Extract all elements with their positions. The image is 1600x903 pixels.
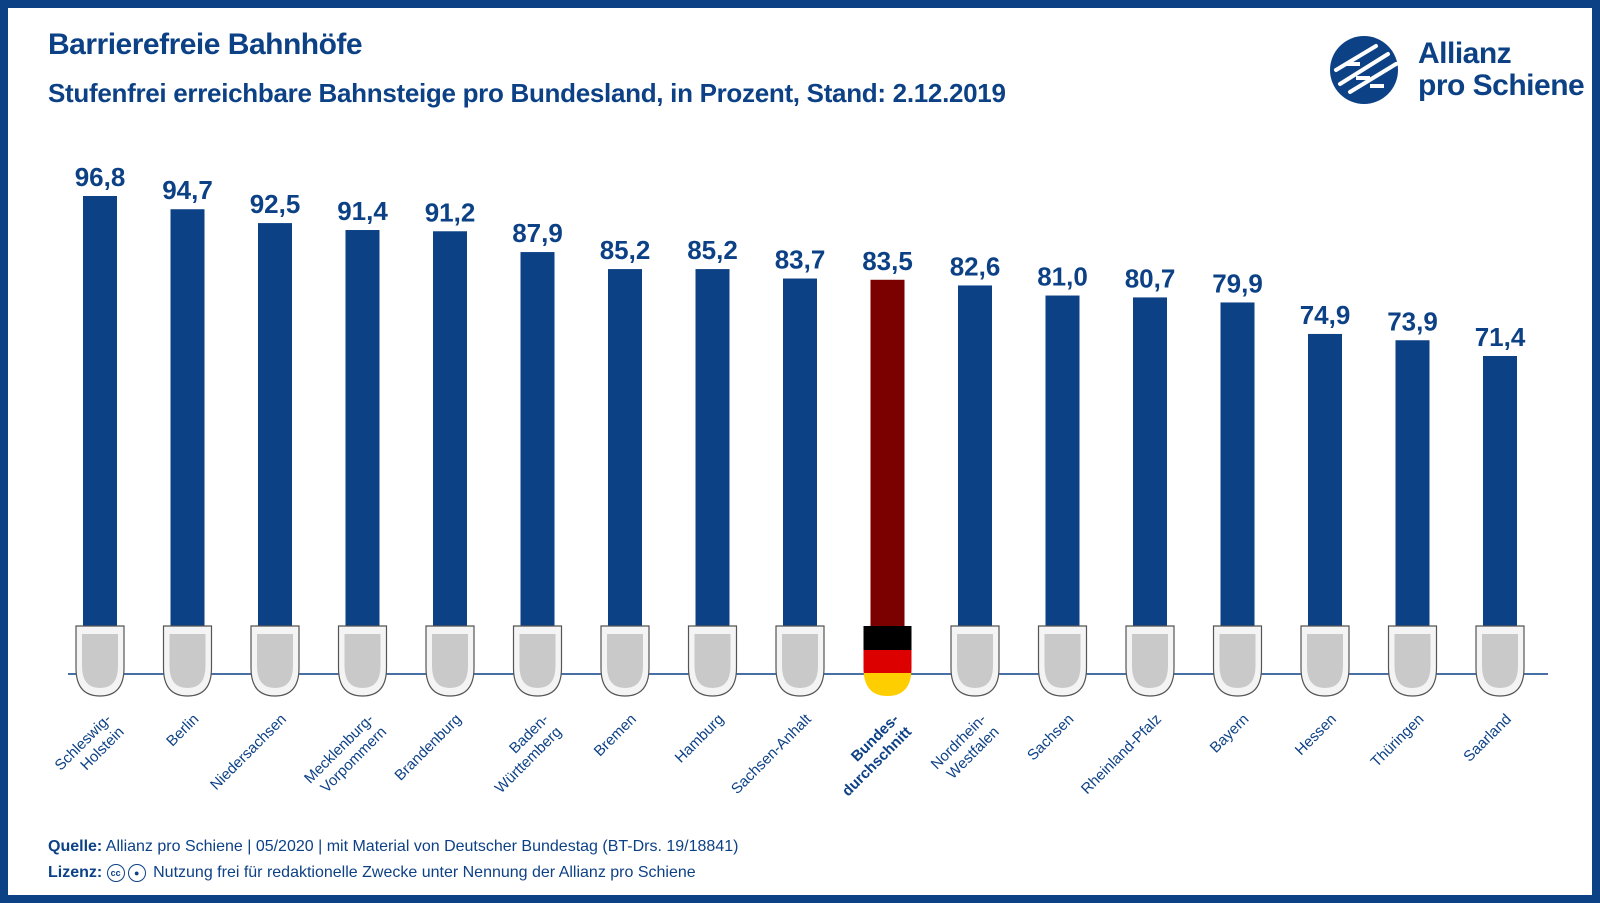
coat-of-arms-icon bbox=[687, 625, 738, 697]
category-label: Hessen bbox=[1292, 711, 1340, 759]
data-label: 74,9 bbox=[1300, 300, 1351, 330]
data-label: 96,8 bbox=[75, 162, 126, 192]
category-label: Saarland bbox=[1460, 711, 1514, 765]
data-label: 85,2 bbox=[600, 235, 651, 265]
data-label: 91,2 bbox=[425, 197, 476, 227]
data-label: 80,7 bbox=[1125, 263, 1176, 293]
bar bbox=[1045, 295, 1080, 648]
logo-wordmark: Allianz pro Schiene bbox=[1418, 37, 1585, 102]
category-label: Nordrhein-Westfalen bbox=[928, 711, 1003, 786]
category-label: Sachsen-Anhalt bbox=[728, 710, 815, 797]
bar bbox=[433, 231, 467, 649]
coat-of-arms-icon bbox=[1387, 625, 1438, 697]
coat-of-arms-icon bbox=[250, 625, 300, 697]
category-label: Rheinland-Pfalz bbox=[1078, 711, 1165, 798]
bar bbox=[83, 196, 117, 648]
coat-of-arms-icon bbox=[162, 625, 213, 697]
bar bbox=[1220, 302, 1255, 648]
coat-of-arms-icon bbox=[1300, 625, 1350, 697]
data-label: 83,5 bbox=[862, 246, 913, 276]
chart-subtitle: Stufenfrei erreichbare Bahnsteige pro Bu… bbox=[48, 78, 1006, 108]
data-label: 71,4 bbox=[1475, 322, 1526, 352]
source-text: Allianz pro Schiene | 05/2020 | mit Mate… bbox=[105, 838, 739, 855]
bar bbox=[170, 209, 205, 649]
coat-of-arms-icon bbox=[600, 625, 650, 697]
bar bbox=[258, 223, 292, 648]
coat-of-arms-icon bbox=[1475, 625, 1525, 697]
coat-of-arms-icon bbox=[775, 625, 825, 697]
chart-title: Barrierefreie Bahnhöfe bbox=[48, 28, 363, 61]
logo-line-2: pro Schiene bbox=[1418, 69, 1585, 102]
data-label: 91,4 bbox=[337, 196, 388, 226]
coat-of-arms-icon bbox=[512, 625, 563, 697]
category-label: Brandenburg bbox=[391, 711, 464, 784]
coat-of-arms-icon bbox=[1212, 625, 1263, 697]
bar bbox=[1395, 340, 1430, 648]
category-label: Bundes-durchschnitt bbox=[826, 711, 915, 800]
bar bbox=[958, 285, 992, 648]
data-label: 81,0 bbox=[1037, 262, 1088, 292]
coat-of-arms-icon bbox=[1125, 625, 1175, 697]
data-label: 92,5 bbox=[250, 189, 301, 219]
data-label: 79,9 bbox=[1212, 268, 1263, 298]
category-label: Sachsen bbox=[1024, 711, 1077, 764]
data-label: 73,9 bbox=[1387, 306, 1438, 336]
category-label: Hamburg bbox=[672, 711, 728, 767]
coat-of-arms-icon bbox=[950, 625, 1000, 697]
logo-line-1: Allianz bbox=[1418, 37, 1512, 70]
bar bbox=[520, 252, 555, 648]
category-label: Schleswig-Holstein bbox=[52, 711, 128, 787]
coat-of-arms-icon bbox=[75, 625, 125, 697]
coat-of-arms-icon bbox=[1037, 625, 1088, 697]
bar-chart: 96,8 Schleswig-Holstein 94,7 Berlin 92,5 Nied… bbox=[52, 162, 1548, 800]
bar bbox=[1133, 297, 1167, 648]
category-label: Thüringen bbox=[1368, 711, 1428, 771]
bar bbox=[783, 278, 817, 648]
data-label: 85,2 bbox=[687, 235, 738, 265]
category-label: Baden-Württemberg bbox=[479, 711, 565, 797]
bar bbox=[1308, 333, 1342, 648]
footer: Quelle: Allianz pro Schiene | 05/2020 | … bbox=[48, 834, 738, 886]
bar bbox=[345, 230, 380, 648]
category-label: Bremen bbox=[591, 711, 640, 760]
category-label: Mecklenburg-Vorpommern bbox=[301, 711, 390, 800]
source-line: Quelle: Allianz pro Schiene | 05/2020 | … bbox=[48, 834, 738, 860]
bar bbox=[608, 269, 642, 648]
logo-icon bbox=[1330, 36, 1398, 104]
category-label: Niedersachsen bbox=[207, 711, 290, 794]
bar bbox=[1483, 356, 1517, 648]
license-label: Lizenz: bbox=[48, 864, 103, 881]
creative-commons-icon: cc bbox=[106, 863, 125, 882]
data-label: 87,9 bbox=[512, 218, 563, 248]
license-line: Lizenz: cc ● Nutzung frei für redaktionel… bbox=[48, 860, 738, 886]
data-label: 83,7 bbox=[775, 245, 826, 275]
data-label: 82,6 bbox=[950, 251, 1001, 281]
data-label: 94,7 bbox=[162, 175, 213, 205]
license-text: Nutzung frei für redaktionelle Zwecke un… bbox=[153, 864, 696, 881]
category-label: Bayern bbox=[1207, 711, 1253, 757]
coat-of-arms-icon bbox=[425, 625, 475, 697]
bar bbox=[695, 269, 730, 648]
allianz-pro-schiene-logo: Allianz pro Schiene bbox=[1326, 32, 1596, 112]
coat-of-arms-icon bbox=[863, 626, 912, 696]
source-label: Quelle: bbox=[48, 838, 103, 855]
category-label: Berlin bbox=[163, 711, 202, 750]
coat-of-arms-icon bbox=[337, 625, 388, 697]
attribution-icon: ● bbox=[127, 863, 146, 882]
bar bbox=[870, 279, 905, 648]
